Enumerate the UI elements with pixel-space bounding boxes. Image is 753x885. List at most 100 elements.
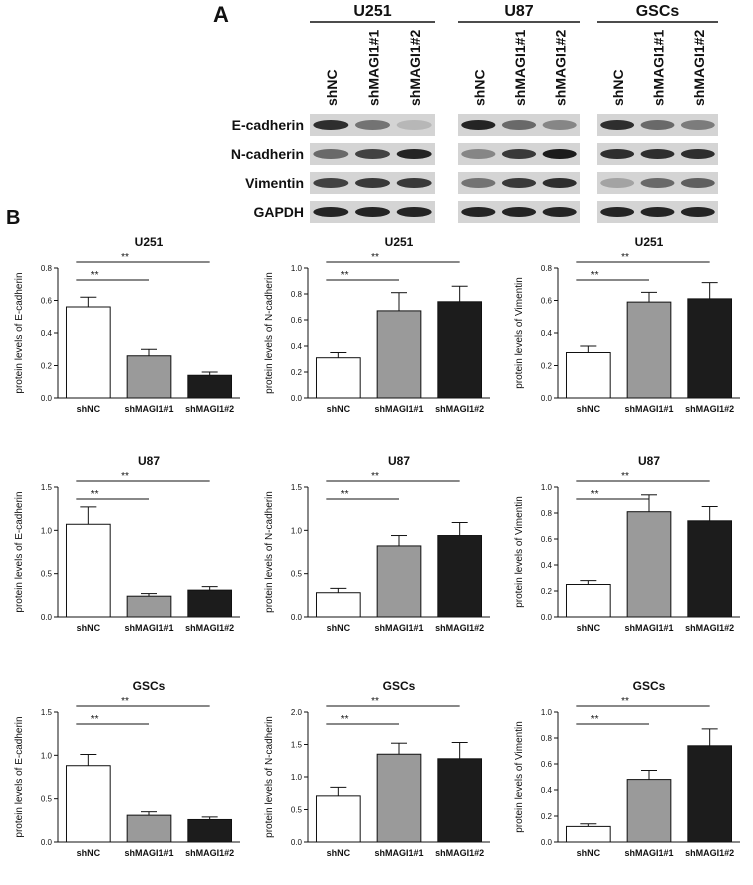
y-tick-label: 1.0	[291, 773, 303, 782]
significance-label: **	[91, 270, 99, 281]
x-tick-label: shMAGI1#2	[435, 623, 484, 633]
x-tick-label: shMAGI1#2	[685, 404, 734, 414]
y-tick-label: 0.4	[541, 329, 553, 338]
x-tick-label: shMAGI1#1	[624, 623, 673, 633]
chart-title: U87	[638, 454, 660, 468]
y-axis-label: protein levels of Vimentin	[514, 721, 525, 833]
blot-band	[600, 149, 635, 159]
x-tick-label: shNC	[577, 623, 601, 633]
chart-title: U87	[388, 454, 410, 468]
chart-title: U251	[635, 235, 664, 249]
bar	[187, 589, 233, 618]
y-tick-label: 0.0	[541, 394, 553, 403]
y-tick-label: 0.5	[291, 806, 303, 815]
lane-label: shMAGI1#1	[366, 30, 382, 106]
y-axis-label: protein levels of N-cadherin	[264, 272, 275, 394]
blot-band	[313, 149, 349, 159]
significance-label: **	[91, 714, 99, 725]
lane-label: shMAGI1#2	[553, 30, 569, 106]
bar	[376, 753, 422, 843]
blot-band	[542, 178, 577, 188]
chart-title: U251	[135, 235, 164, 249]
y-tick-label: 0.0	[291, 394, 303, 403]
blot-band	[680, 178, 715, 188]
y-tick-label: 0.6	[291, 316, 303, 325]
blot-band	[600, 207, 635, 217]
x-tick-label: shMAGI1#2	[685, 623, 734, 633]
significance-label: **	[121, 696, 129, 707]
y-tick-label: 0.5	[291, 570, 303, 579]
y-axis-label: protein levels of E-cadherin	[14, 272, 25, 393]
y-tick-label: 0.8	[541, 264, 553, 273]
y-tick-label: 0.8	[541, 734, 553, 743]
bar	[626, 511, 672, 618]
x-tick-label: shNC	[577, 848, 601, 858]
bar	[437, 535, 483, 618]
y-tick-label: 0.0	[541, 613, 553, 622]
blot-band	[355, 120, 390, 130]
bar	[565, 825, 611, 843]
significance-label: **	[121, 252, 129, 263]
y-axis-label: protein levels of N-cadherin	[264, 716, 275, 838]
bar	[687, 745, 733, 843]
y-tick-label: 0.2	[541, 362, 553, 371]
significance-label: **	[371, 471, 379, 482]
x-tick-label: shNC	[77, 623, 101, 633]
x-tick-label: shMAGI1#2	[685, 848, 734, 858]
y-tick-label: 0.6	[541, 297, 553, 306]
significance-label: **	[91, 489, 99, 500]
blot-band	[542, 207, 577, 217]
bar	[376, 545, 422, 618]
bar	[437, 758, 483, 843]
x-tick-label: shMAGI1#1	[124, 404, 173, 414]
blot-band	[396, 120, 432, 130]
x-tick-label: shMAGI1#2	[435, 848, 484, 858]
panel-label: A	[213, 2, 229, 27]
blot-band	[542, 120, 577, 130]
blot-band	[313, 178, 349, 188]
blot-band	[396, 178, 432, 188]
protein-label: Vimentin	[245, 175, 304, 191]
blot-band	[640, 149, 675, 159]
y-tick-label: 0.2	[541, 587, 553, 596]
significance-label: **	[621, 252, 629, 263]
blot-band	[313, 207, 349, 217]
bar	[626, 301, 672, 399]
protein-label: N-cadherin	[231, 146, 304, 162]
significance-label: **	[591, 489, 599, 500]
x-tick-label: shNC	[577, 404, 601, 414]
bar	[315, 795, 361, 843]
significance-label: **	[591, 714, 599, 725]
blot-band	[461, 207, 496, 217]
significance-label: **	[371, 252, 379, 263]
bar	[687, 520, 733, 618]
y-tick-label: 0.0	[41, 613, 53, 622]
y-tick-label: 0.6	[541, 760, 553, 769]
y-tick-label: 0.8	[41, 264, 53, 273]
panel-label: B	[6, 207, 20, 229]
significance-label: **	[371, 696, 379, 707]
y-tick-label: 1.0	[541, 708, 553, 717]
x-tick-label: shMAGI1#1	[124, 623, 173, 633]
lane-label: shNC	[610, 69, 626, 106]
x-tick-label: shMAGI1#1	[374, 848, 423, 858]
bar	[565, 352, 611, 399]
blot-band	[640, 178, 675, 188]
y-tick-label: 1.5	[291, 741, 303, 750]
x-tick-label: shNC	[327, 848, 351, 858]
blot-band	[501, 207, 537, 217]
y-tick-label: 1.5	[41, 708, 53, 717]
y-tick-label: 0.0	[541, 838, 553, 847]
blot-band	[396, 149, 432, 159]
y-tick-label: 0.0	[41, 394, 53, 403]
protein-label: GAPDH	[253, 204, 304, 220]
bar	[126, 814, 172, 843]
y-tick-label: 1.0	[541, 483, 553, 492]
bar	[65, 523, 111, 618]
significance-label: **	[121, 471, 129, 482]
x-tick-label: shMAGI1#1	[624, 404, 673, 414]
protein-label: E-cadherin	[232, 117, 304, 133]
y-tick-label: 0.6	[541, 535, 553, 544]
blot-band	[313, 120, 349, 130]
y-tick-label: 0.2	[41, 362, 53, 371]
